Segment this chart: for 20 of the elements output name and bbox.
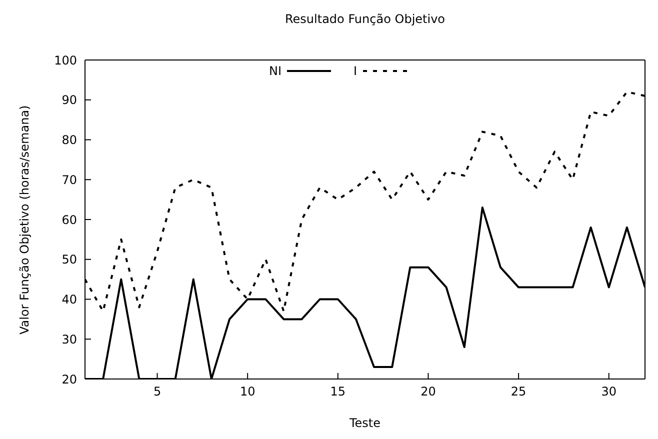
y-tick-label: 60 — [62, 212, 77, 227]
chart-title: Resultado Função Objetivo — [284, 12, 446, 26]
x-tick-label: 30 — [601, 384, 617, 399]
x-axis-title: Teste — [348, 416, 381, 430]
y-tick-label: 30 — [62, 332, 77, 346]
y-tick-label: 100 — [54, 53, 77, 68]
y-axis-title: Valor Função Objetivo (horas/semana) — [17, 105, 32, 334]
y-tick-label: 20 — [62, 372, 77, 386]
y-tick-label: 80 — [62, 133, 77, 148]
x-tick-label: 20 — [420, 384, 436, 399]
legend-label: NI — [268, 64, 282, 78]
y-tick-label: 90 — [62, 93, 77, 108]
x-tick-label: 5 — [153, 384, 162, 399]
x-tick-label: 25 — [510, 384, 526, 399]
legend-label: I — [353, 64, 358, 78]
y-tick-label: 70 — [62, 172, 77, 187]
y-tick-label: 50 — [62, 252, 77, 267]
y-tick-label: 40 — [62, 292, 77, 307]
x-tick-label: 10 — [240, 384, 256, 399]
x-tick-label: 15 — [330, 384, 346, 399]
